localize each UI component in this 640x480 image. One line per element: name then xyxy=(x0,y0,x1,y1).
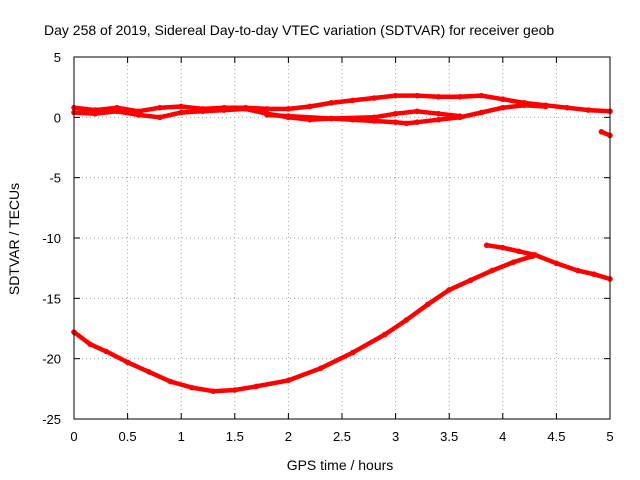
data-point xyxy=(371,114,377,121)
data-point xyxy=(483,242,490,249)
data-point xyxy=(478,92,485,99)
x-tick-label: 2.5 xyxy=(333,429,351,444)
series-line-3 xyxy=(71,93,613,114)
data-point xyxy=(598,129,605,135)
data-point xyxy=(156,104,163,111)
data-point xyxy=(532,252,538,258)
data-point xyxy=(516,248,522,255)
data-point xyxy=(135,112,142,118)
data-point xyxy=(446,287,453,293)
data-point xyxy=(317,365,324,372)
data-point xyxy=(457,94,463,100)
data-point xyxy=(189,384,195,391)
data-point xyxy=(392,119,399,125)
ticks: 0 0.5 1 1.5 2 2.5 3 3.5 4 4.5 5 -25 -20 -15 -10 -5 0 5 xyxy=(42,50,613,444)
data-point xyxy=(349,349,356,356)
y-tick-label: -10 xyxy=(42,231,61,246)
data-point xyxy=(500,96,506,103)
data-point xyxy=(435,110,442,117)
data-point xyxy=(328,115,335,122)
data-point xyxy=(349,97,356,104)
x-tick-label: 5 xyxy=(606,429,613,444)
data-point xyxy=(253,383,260,390)
data-point xyxy=(478,109,485,116)
x-axis-label: GPS time / hours xyxy=(287,457,394,473)
data-point xyxy=(435,116,442,123)
x-tick-label: 3 xyxy=(392,429,399,444)
data-point xyxy=(392,92,399,99)
data-point xyxy=(500,104,506,111)
x-tick-label: 4.5 xyxy=(547,429,565,444)
data-point xyxy=(92,110,99,117)
y-tick-label: 0 xyxy=(54,110,61,125)
data-point xyxy=(585,107,592,113)
series-layer xyxy=(71,92,613,395)
data-point xyxy=(167,378,174,385)
data-point xyxy=(414,108,420,115)
x-tick-label: 3.5 xyxy=(440,429,458,444)
data-point xyxy=(232,387,238,393)
data-point xyxy=(414,119,420,125)
data-point xyxy=(264,106,270,112)
x-tick-label: 0.5 xyxy=(119,429,137,444)
data-point xyxy=(467,277,474,284)
x-tick-label: 4 xyxy=(499,429,506,444)
data-point xyxy=(114,108,120,115)
y-tick-label: -25 xyxy=(42,412,61,427)
data-point xyxy=(178,103,184,110)
y-tick-label: -20 xyxy=(42,352,61,367)
data-point xyxy=(210,388,217,395)
data-point xyxy=(178,109,184,116)
data-point xyxy=(392,110,399,117)
data-point xyxy=(124,359,131,366)
data-point xyxy=(500,244,506,251)
x-tick-label: 1.5 xyxy=(226,429,244,444)
y-tick-label: -5 xyxy=(49,171,61,186)
data-point xyxy=(591,271,597,278)
data-point xyxy=(156,114,163,121)
data-point xyxy=(285,377,292,384)
data-point xyxy=(87,341,93,347)
x-tick-label: 2 xyxy=(285,429,292,444)
data-point xyxy=(307,103,313,110)
data-point xyxy=(371,95,377,101)
y-tick-label: 5 xyxy=(54,50,61,65)
data-point xyxy=(510,259,517,265)
data-point xyxy=(489,267,495,274)
data-point xyxy=(403,120,410,127)
data-point xyxy=(146,369,152,375)
data-point xyxy=(328,100,335,106)
x-tick-label: 1 xyxy=(178,429,185,444)
data-point xyxy=(414,92,420,99)
data-point xyxy=(542,103,549,110)
data-point xyxy=(435,94,442,100)
series-line-5 xyxy=(264,109,463,121)
data-point xyxy=(521,102,528,109)
data-point xyxy=(242,106,249,112)
chart-title: Day 258 of 2019, Sidereal Day-to-day VTE… xyxy=(44,22,554,38)
data-point xyxy=(575,267,581,274)
data-point xyxy=(199,108,206,115)
y-axis-label: SDTVAR / TECUs xyxy=(6,183,22,295)
data-point xyxy=(221,107,227,113)
data-point xyxy=(457,113,463,119)
data-point xyxy=(103,348,109,355)
data-point xyxy=(564,104,570,111)
data-point xyxy=(285,113,292,119)
data-point xyxy=(403,317,410,323)
data-point xyxy=(424,301,431,308)
data-point xyxy=(382,331,388,338)
data-point xyxy=(264,112,270,118)
x-tick-label: 0 xyxy=(70,429,77,444)
y-tick-label: -15 xyxy=(42,291,61,306)
data-point xyxy=(285,106,292,112)
data-point xyxy=(553,260,560,267)
